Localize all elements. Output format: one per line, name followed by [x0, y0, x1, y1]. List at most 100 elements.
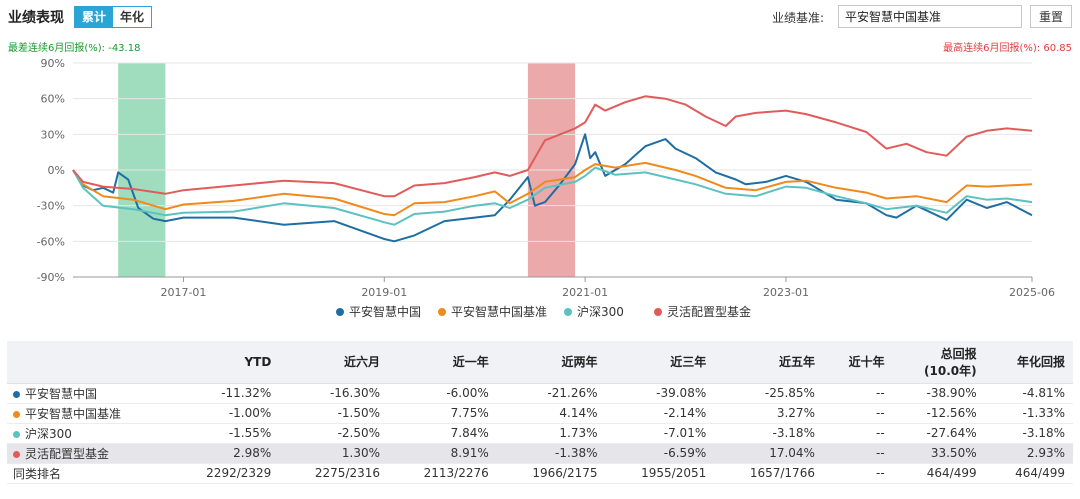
- table-cell: 2292/2329: [170, 463, 280, 484]
- table-header-cell: 总回报 (10.0年): [892, 341, 985, 384]
- row-name: 平安智慧中国基准: [7, 403, 171, 424]
- table-header-cell: 近五年: [714, 341, 823, 384]
- table-cell: --: [822, 443, 893, 464]
- table-header-cell: 近三年: [605, 341, 715, 384]
- legend-label: 灵活配置型基金: [667, 304, 751, 319]
- table-cell: 1.30%: [279, 443, 389, 464]
- legend-marker: [654, 308, 662, 316]
- table-header-cell: [7, 341, 171, 384]
- table-cell: 464/499: [984, 463, 1073, 484]
- table-row: 同类排名 2292/2329 2275/2316 2113/2276 1966/2175…: [7, 463, 1073, 484]
- x-tick-label: 2019-01: [361, 286, 407, 299]
- mode-tabs: 累计 年化: [74, 6, 153, 28]
- table-header-cell: 近六月: [279, 341, 389, 384]
- legend-label: 沪深300: [577, 305, 624, 319]
- header: 业绩表现 累计 年化 业绩基准: 重置: [0, 0, 1080, 34]
- y-tick-label: 60%: [41, 93, 65, 106]
- table-cell: -25.85%: [714, 383, 823, 404]
- table-cell: -6.59%: [605, 443, 715, 464]
- tab-annualized[interactable]: 年化: [113, 7, 152, 27]
- series-line-1: [72, 161, 1033, 217]
- table-cell: -2.50%: [279, 423, 389, 444]
- table-cell: 2113/2276: [388, 463, 497, 484]
- table-row: 沪深300 -1.55% -2.50% 7.84% 1.73% -7.01% -3.18% -…: [7, 423, 1073, 444]
- table-header-row: YTD 近六月 近一年 近两年 近三年 近五年 近十年 总回报 (10.0年) 年化回报: [7, 341, 1073, 384]
- table-cell: --: [822, 383, 893, 404]
- table-cell: -1.00%: [170, 403, 280, 424]
- table-cell: -1.33%: [984, 403, 1073, 424]
- table-cell: 2.98%: [170, 443, 280, 464]
- table-cell: -11.32%: [170, 383, 280, 404]
- table-header-cell: 近两年: [496, 341, 606, 384]
- table-cell: 3.27%: [714, 403, 823, 424]
- table-cell: -4.81%: [984, 383, 1073, 404]
- table-cell: 1657/1766: [714, 463, 823, 484]
- table-header-cell: 年化回报: [984, 341, 1073, 384]
- worst-6m-return: 最差连续6月回报(%): -43.18: [8, 43, 141, 54]
- series-line-2: [72, 166, 1033, 226]
- page-title: 业绩表现: [8, 10, 64, 26]
- performance-chart: 90% 60% 30% 0% -30% -60% -90% 2017-01 2019-01 202…: [37, 57, 1055, 319]
- series-line-0: [72, 133, 1033, 243]
- table-cell: 1.73%: [496, 423, 606, 444]
- table-cell: 464/499: [892, 463, 985, 484]
- y-tick-label: 30%: [41, 128, 65, 141]
- table-cell: -6.00%: [388, 383, 497, 404]
- tab-cumulative[interactable]: 累计: [75, 7, 114, 27]
- row-name: 平安智慧中国: [7, 383, 171, 404]
- x-tick-label: 2025-06: [1009, 286, 1055, 299]
- benchmark-input[interactable]: [838, 5, 1022, 28]
- table-cell: --: [822, 423, 893, 444]
- x-tick-label: 2017-01: [160, 286, 206, 299]
- table-cell: --: [822, 463, 893, 484]
- y-tick-label: 90%: [41, 57, 65, 70]
- table-row: 平安智慧中国 -11.32% -16.30% -6.00% -21.26% -39.08%…: [7, 383, 1073, 404]
- row-name: 灵活配置型基金: [7, 443, 171, 464]
- series-dot-icon: [13, 450, 20, 458]
- legend-marker: [564, 308, 572, 316]
- best-6m-return: 最高连续6月回报(%): 60.85: [943, 43, 1072, 54]
- series-dot-icon: [13, 410, 20, 418]
- y-tick-label: 0%: [48, 164, 65, 177]
- table-cell: 1955/2051: [605, 463, 715, 484]
- table-row: 灵活配置型基金 2.98% 1.30% 8.91% -1.38% -6.59% 17.04%…: [7, 443, 1073, 464]
- table-row: 平安智慧中国基准 -1.00% -1.50% 7.75% 4.14% -2.14% 3.27…: [7, 403, 1073, 424]
- table-cell: -27.64%: [892, 423, 985, 444]
- y-tick-label: -30%: [37, 200, 65, 213]
- x-tick-label: 2023-01: [763, 286, 809, 299]
- table-cell: 8.91%: [388, 443, 497, 464]
- y-tick-label: -90%: [37, 271, 65, 284]
- series-dot-icon: [13, 390, 20, 398]
- table-cell: --: [822, 403, 893, 424]
- table-cell: -7.01%: [605, 423, 715, 444]
- table-cell: -2.14%: [605, 403, 715, 424]
- table-body: 平安智慧中国 -11.32% -16.30% -6.00% -21.26% -39.08%…: [7, 383, 1073, 484]
- x-tick-label: 2021-01: [562, 286, 608, 299]
- table-cell: -1.38%: [496, 443, 606, 464]
- legend-label: 平安智慧中国基准: [451, 304, 547, 319]
- table-header-cell: 近十年: [822, 341, 893, 384]
- table-cell: -21.26%: [496, 383, 606, 404]
- legend-marker: [336, 308, 344, 316]
- table-cell: 33.50%: [892, 443, 985, 464]
- table-cell: 7.84%: [388, 423, 497, 444]
- table-cell: -3.18%: [714, 423, 823, 444]
- table-cell: -3.18%: [984, 423, 1073, 444]
- reset-button[interactable]: 重置: [1030, 5, 1072, 28]
- row-name: 沪深300: [7, 423, 171, 444]
- table-cell: -1.55%: [170, 423, 280, 444]
- table-cell: 4.14%: [496, 403, 606, 424]
- table-header-cell: YTD: [170, 341, 280, 384]
- y-tick-label: -60%: [37, 235, 65, 248]
- legend-marker: [438, 308, 446, 316]
- performance-table: YTD 近六月 近一年 近两年 近三年 近五年 近十年 总回报 (10.0年) 年化回报 平安智慧…: [7, 341, 1073, 484]
- table-cell: 1966/2175: [496, 463, 606, 484]
- table-cell: 17.04%: [714, 443, 823, 464]
- table-header-cell: 近一年: [388, 341, 497, 384]
- table-cell: 2.93%: [984, 443, 1073, 464]
- benchmark-label: 业绩基准:: [772, 11, 825, 25]
- table-cell: -1.50%: [279, 403, 389, 424]
- legend-label: 平安智慧中国: [349, 304, 421, 319]
- table-cell: -38.90%: [892, 383, 985, 404]
- series-dot-icon: [13, 430, 20, 438]
